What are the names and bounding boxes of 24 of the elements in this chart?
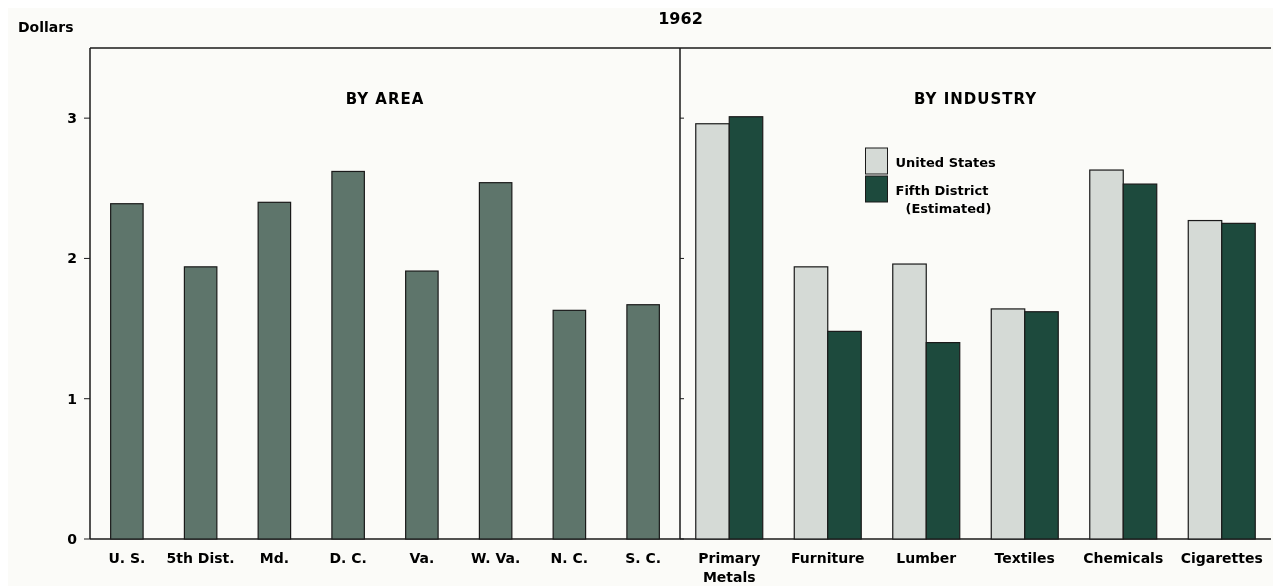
y-axis-title: Dollars bbox=[18, 19, 74, 35]
legend-label: United States bbox=[895, 155, 997, 170]
y-tick-label: 0 bbox=[67, 531, 78, 547]
x-tick-label: Cigarettes bbox=[1180, 550, 1263, 566]
chart-title: 1962 bbox=[658, 9, 703, 28]
x-tick-label: Md. bbox=[259, 550, 290, 566]
x-tick-label: Primary Metals bbox=[698, 550, 761, 585]
x-tick-label: 5th Dist. bbox=[166, 550, 235, 566]
legend-label: Fifth District (Estimated) bbox=[895, 183, 992, 216]
x-tick-label: W. Va. bbox=[470, 550, 521, 566]
x-tick-label: N. C. bbox=[550, 550, 589, 566]
text: BY AREA bbox=[345, 90, 425, 108]
y-tick-label: 3 bbox=[67, 110, 77, 127]
x-tick-label: Furniture bbox=[790, 550, 865, 566]
y-tick-label: 2 bbox=[67, 250, 77, 267]
x-tick-label: Lumber bbox=[896, 550, 957, 566]
y-tick-label: 1 bbox=[67, 390, 77, 407]
x-tick-label: S. C. bbox=[625, 550, 662, 566]
x-tick-label: Textiles bbox=[994, 550, 1055, 566]
x-tick-label: D. C. bbox=[329, 550, 367, 566]
x-tick-label: Chemicals bbox=[1083, 550, 1164, 566]
text: BY INDUSTRY bbox=[913, 90, 1038, 108]
x-tick-label: U. S. bbox=[108, 550, 146, 566]
x-tick-label: Va. bbox=[409, 550, 435, 566]
